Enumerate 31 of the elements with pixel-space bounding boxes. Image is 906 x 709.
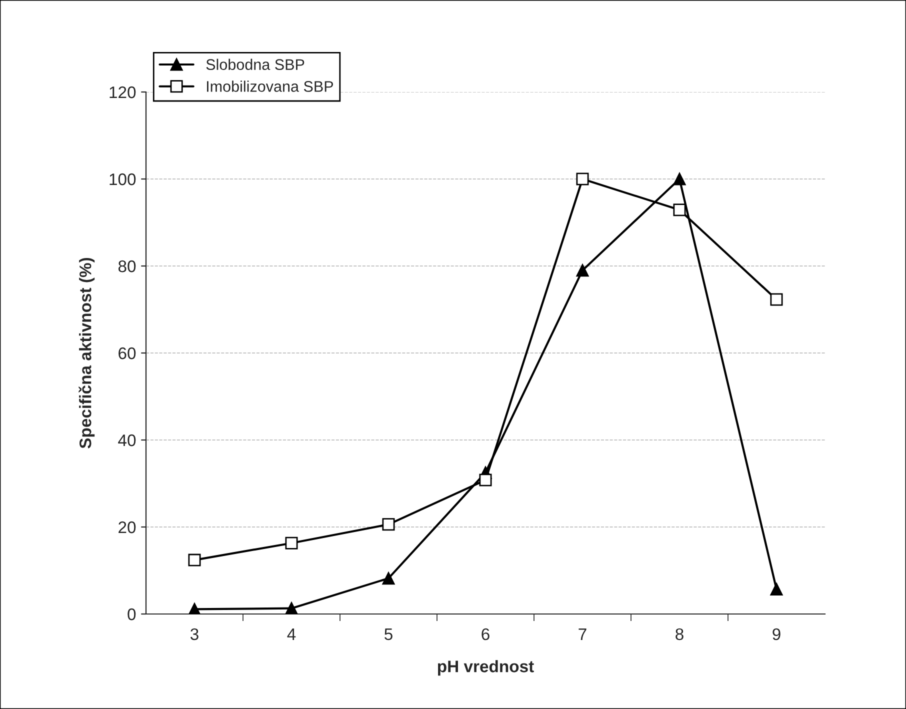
x-tick-label: 8 [676,628,684,640]
y-tick-label: 60 [118,347,136,360]
y-tick-label: 80 [118,260,136,272]
point [673,204,686,216]
x-tick-label: 7 [578,628,586,640]
x-tick-label: 5 [384,628,392,640]
y-axis-title: Specifična aktivnost (%) [78,258,95,448]
y-tick-label: 120 [110,86,136,98]
legend-label: Slobodna SBP [206,58,304,70]
point [188,602,201,614]
legend-label: Imobilizovana SBP [206,80,334,92]
x-tick-label: 4 [287,628,296,640]
point [770,293,783,306]
point [576,172,589,186]
point [673,172,686,186]
point [479,474,492,486]
x-tick-label: 6 [482,628,490,640]
y-tick-label: 100 [110,173,136,186]
point [188,554,201,566]
point [576,264,589,277]
point [382,518,395,531]
x-tick-label: 3 [190,628,198,640]
y-tick-label: 0 [128,608,136,620]
point [285,536,298,550]
point [285,602,298,614]
point [770,582,783,596]
point [382,572,395,585]
x-axis-title: pH vrednost [438,660,534,676]
x-tick-label: 9 [772,628,780,640]
y-tick-label: 20 [118,521,136,534]
y-tick-label: 40 [118,434,136,446]
